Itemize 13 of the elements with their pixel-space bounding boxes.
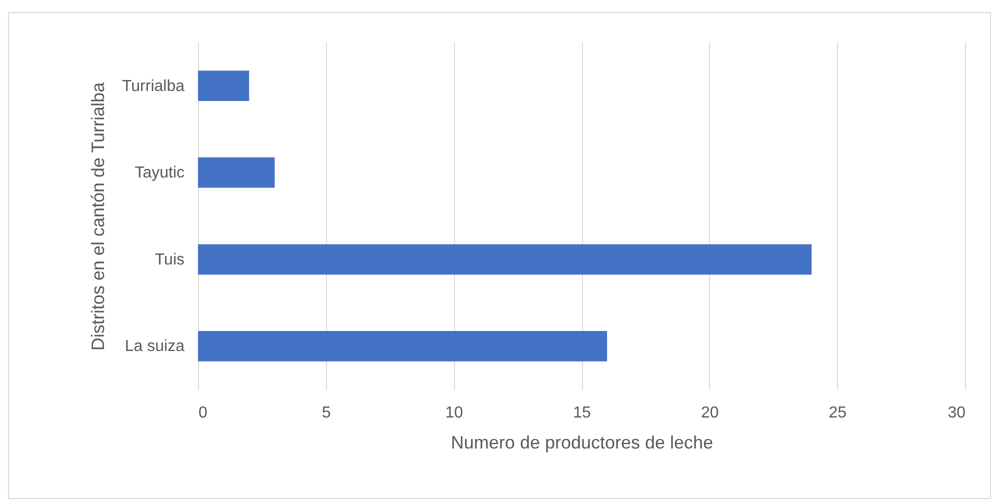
x-tick-label: 20 <box>700 404 719 422</box>
y-tick-label: Tayutic <box>134 164 184 182</box>
y-tick-label: La suiza <box>124 338 185 356</box>
x-tick-label: 10 <box>445 404 464 422</box>
x-axis-title: Numero de productores de leche <box>450 432 714 452</box>
y-tick-label: Turrialba <box>122 78 185 95</box>
x-tick-label: 0 <box>198 404 208 422</box>
y-tick-label: Tuis <box>154 251 184 268</box>
y-axis-title: Distritos en el cantón de Turrialba <box>88 81 108 351</box>
x-tick-label: 5 <box>322 404 331 422</box>
x-tick-label: 30 <box>948 404 966 422</box>
x-tick-label: 25 <box>828 404 847 422</box>
x-tick-label: 15 <box>573 404 591 422</box>
